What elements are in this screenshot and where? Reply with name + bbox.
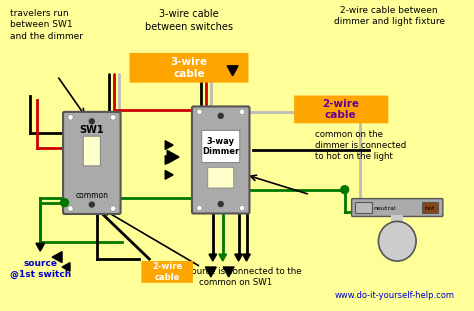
Circle shape — [67, 206, 73, 211]
Circle shape — [61, 199, 69, 207]
FancyBboxPatch shape — [63, 112, 120, 214]
FancyBboxPatch shape — [83, 136, 100, 166]
Bar — [392, 216, 403, 227]
Polygon shape — [235, 254, 242, 261]
Text: SW1: SW1 — [80, 125, 104, 135]
Text: neutral: neutral — [373, 206, 396, 211]
Polygon shape — [205, 267, 216, 277]
Polygon shape — [243, 254, 250, 261]
Circle shape — [341, 186, 349, 194]
Text: www.do-it-yourself-help.com: www.do-it-yourself-help.com — [334, 291, 454, 300]
Circle shape — [218, 202, 223, 207]
Circle shape — [89, 202, 94, 207]
Polygon shape — [209, 254, 217, 261]
Text: travelers run
between SW1
and the dimmer: travelers run between SW1 and the dimmer — [10, 9, 83, 40]
Text: 2-wire
cable: 2-wire cable — [152, 262, 182, 282]
FancyBboxPatch shape — [294, 95, 388, 123]
Text: 3-wire cable
between switches: 3-wire cable between switches — [145, 9, 233, 32]
Circle shape — [110, 114, 116, 120]
Circle shape — [239, 205, 245, 211]
Polygon shape — [36, 243, 45, 251]
FancyBboxPatch shape — [129, 53, 248, 83]
Circle shape — [110, 206, 116, 211]
Circle shape — [218, 114, 223, 118]
Circle shape — [89, 119, 94, 124]
Text: common: common — [75, 191, 109, 200]
Polygon shape — [167, 151, 179, 164]
Bar — [355, 202, 373, 213]
Text: 2-wire
cable: 2-wire cable — [322, 99, 359, 120]
Polygon shape — [165, 170, 173, 179]
Circle shape — [196, 205, 202, 211]
Circle shape — [196, 109, 202, 115]
Polygon shape — [227, 66, 238, 76]
Circle shape — [67, 114, 73, 120]
Text: 2-wire cable between
dimmer and light fixture: 2-wire cable between dimmer and light fi… — [334, 6, 445, 26]
Text: hot source is connected to the
common on SW1: hot source is connected to the common on… — [170, 267, 301, 287]
Text: 3-wire
cable: 3-wire cable — [171, 57, 208, 79]
FancyBboxPatch shape — [208, 167, 234, 188]
Polygon shape — [52, 252, 62, 262]
FancyBboxPatch shape — [141, 261, 193, 283]
Polygon shape — [165, 156, 173, 164]
Polygon shape — [165, 141, 173, 150]
Text: 3-way
Dimmer: 3-way Dimmer — [202, 137, 239, 156]
Polygon shape — [219, 254, 227, 261]
Ellipse shape — [378, 221, 416, 261]
Text: hot: hot — [425, 206, 435, 211]
FancyBboxPatch shape — [352, 199, 443, 216]
Circle shape — [239, 109, 245, 115]
FancyBboxPatch shape — [202, 130, 240, 163]
Text: source
@1st switch: source @1st switch — [9, 259, 71, 279]
Bar — [422, 202, 438, 213]
Text: common on the
dimmer is connected
to hot on the light: common on the dimmer is connected to hot… — [315, 130, 406, 161]
FancyBboxPatch shape — [192, 106, 249, 213]
Polygon shape — [62, 262, 70, 272]
Polygon shape — [223, 267, 234, 277]
